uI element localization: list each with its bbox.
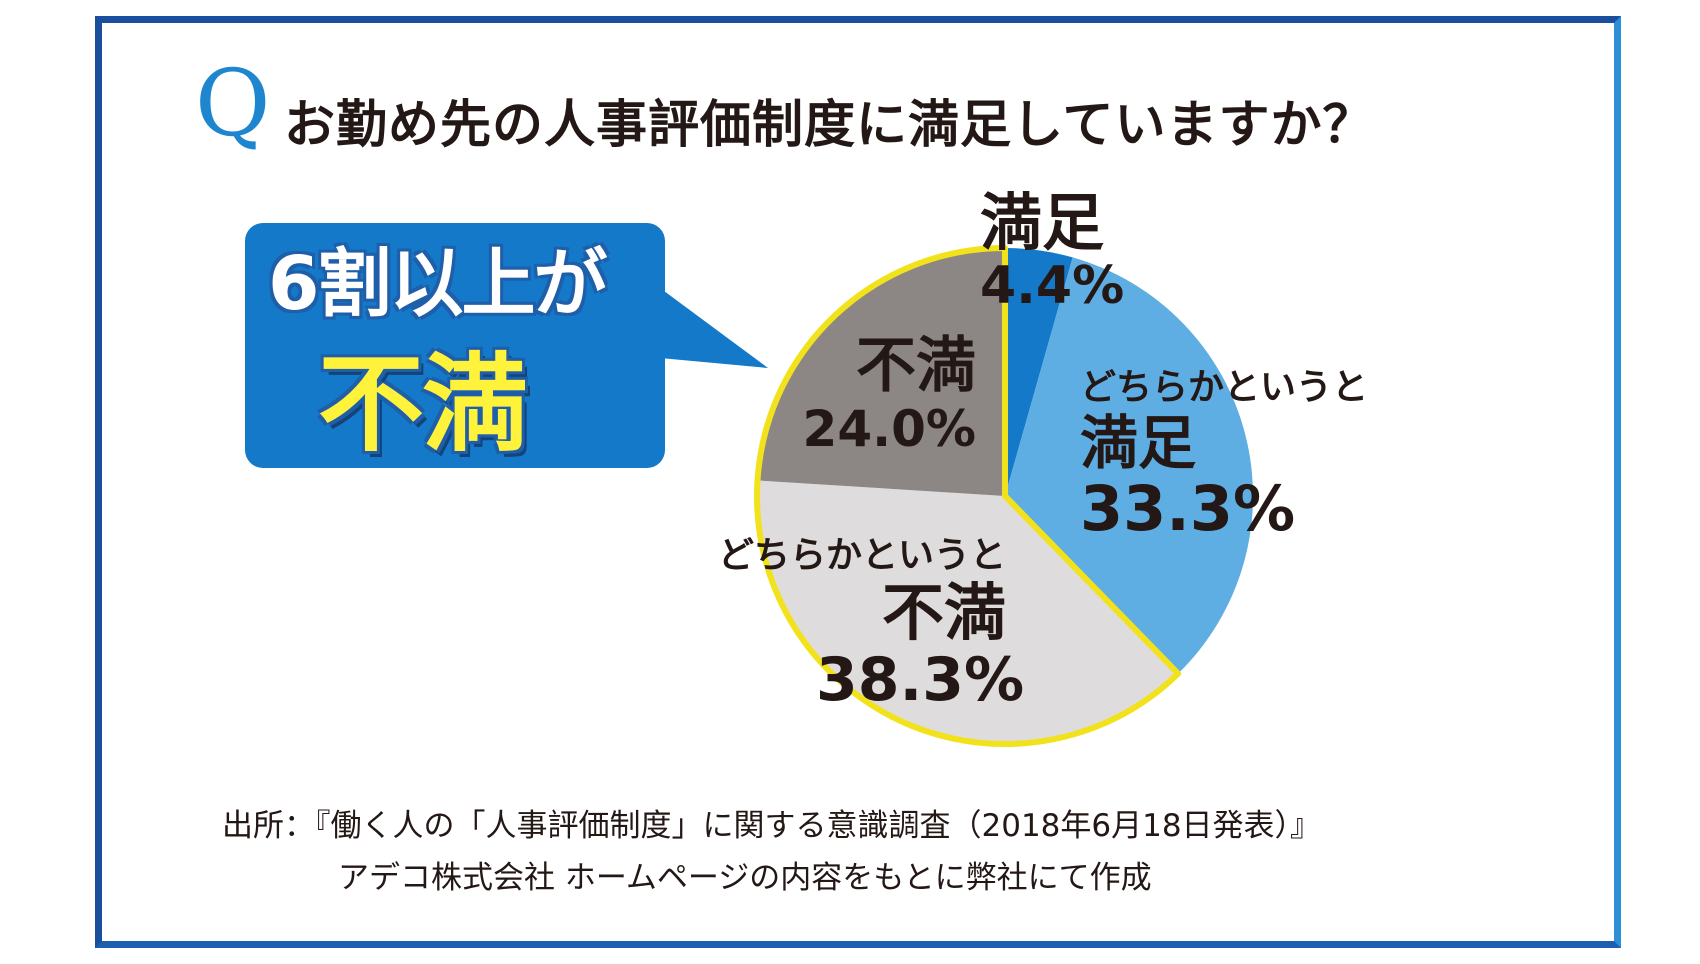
pie-slice-2: [757, 480, 1179, 744]
pie-slice-3: [757, 248, 1005, 496]
slice-name: 不満: [856, 331, 976, 401]
slice-value: 4.4%: [980, 256, 1125, 316]
callout-line2: 不満: [318, 343, 528, 466]
highlight-outline: [754, 245, 1182, 747]
slice-label-somewhat-dissatisfied: どちらかというと 不満 38.3%: [706, 535, 1025, 715]
slice-name: 満足: [980, 186, 1105, 259]
callout-bubble: [245, 223, 768, 468]
pie-slice-1: [1005, 257, 1254, 674]
slice-value: 38.3%: [816, 645, 1025, 715]
slice-label-dissatisfied: 不満 24.0%: [778, 336, 976, 454]
slice-value: 24.0%: [802, 400, 976, 458]
slice-name-line2: 満足: [1080, 409, 1197, 477]
q-mark: Q: [195, 50, 271, 157]
slice-label-satisfied: 満足 4.4%: [980, 186, 1125, 316]
outer-frame: [95, 16, 1621, 948]
chart-title: お勤め先の人事評価制度に満足していますか？: [284, 96, 1375, 155]
callout-box: [245, 223, 665, 468]
slice-label-somewhat-satisfied: どちらかというと 満足 33.3%: [1080, 370, 1368, 540]
slice-name-line2: 不満: [881, 576, 1006, 649]
slice-value: 33.3%: [1080, 472, 1296, 545]
slice-name-line1: どちらかというと: [717, 535, 1006, 576]
callout-line1: 6割以上が: [268, 241, 607, 327]
source-line1: 出所：『働く人の「人事評価制度」に関する意識調査（2018年6月18日発表）』: [222, 808, 1322, 844]
pie-slice-0: [1005, 248, 1073, 496]
source-line2: アデコ株式会社 ホームページの内容をもとに弊社にて作成: [338, 860, 1152, 896]
callout-pointer: [660, 288, 768, 368]
slice-name-line1: どちらかというと: [1080, 367, 1369, 408]
